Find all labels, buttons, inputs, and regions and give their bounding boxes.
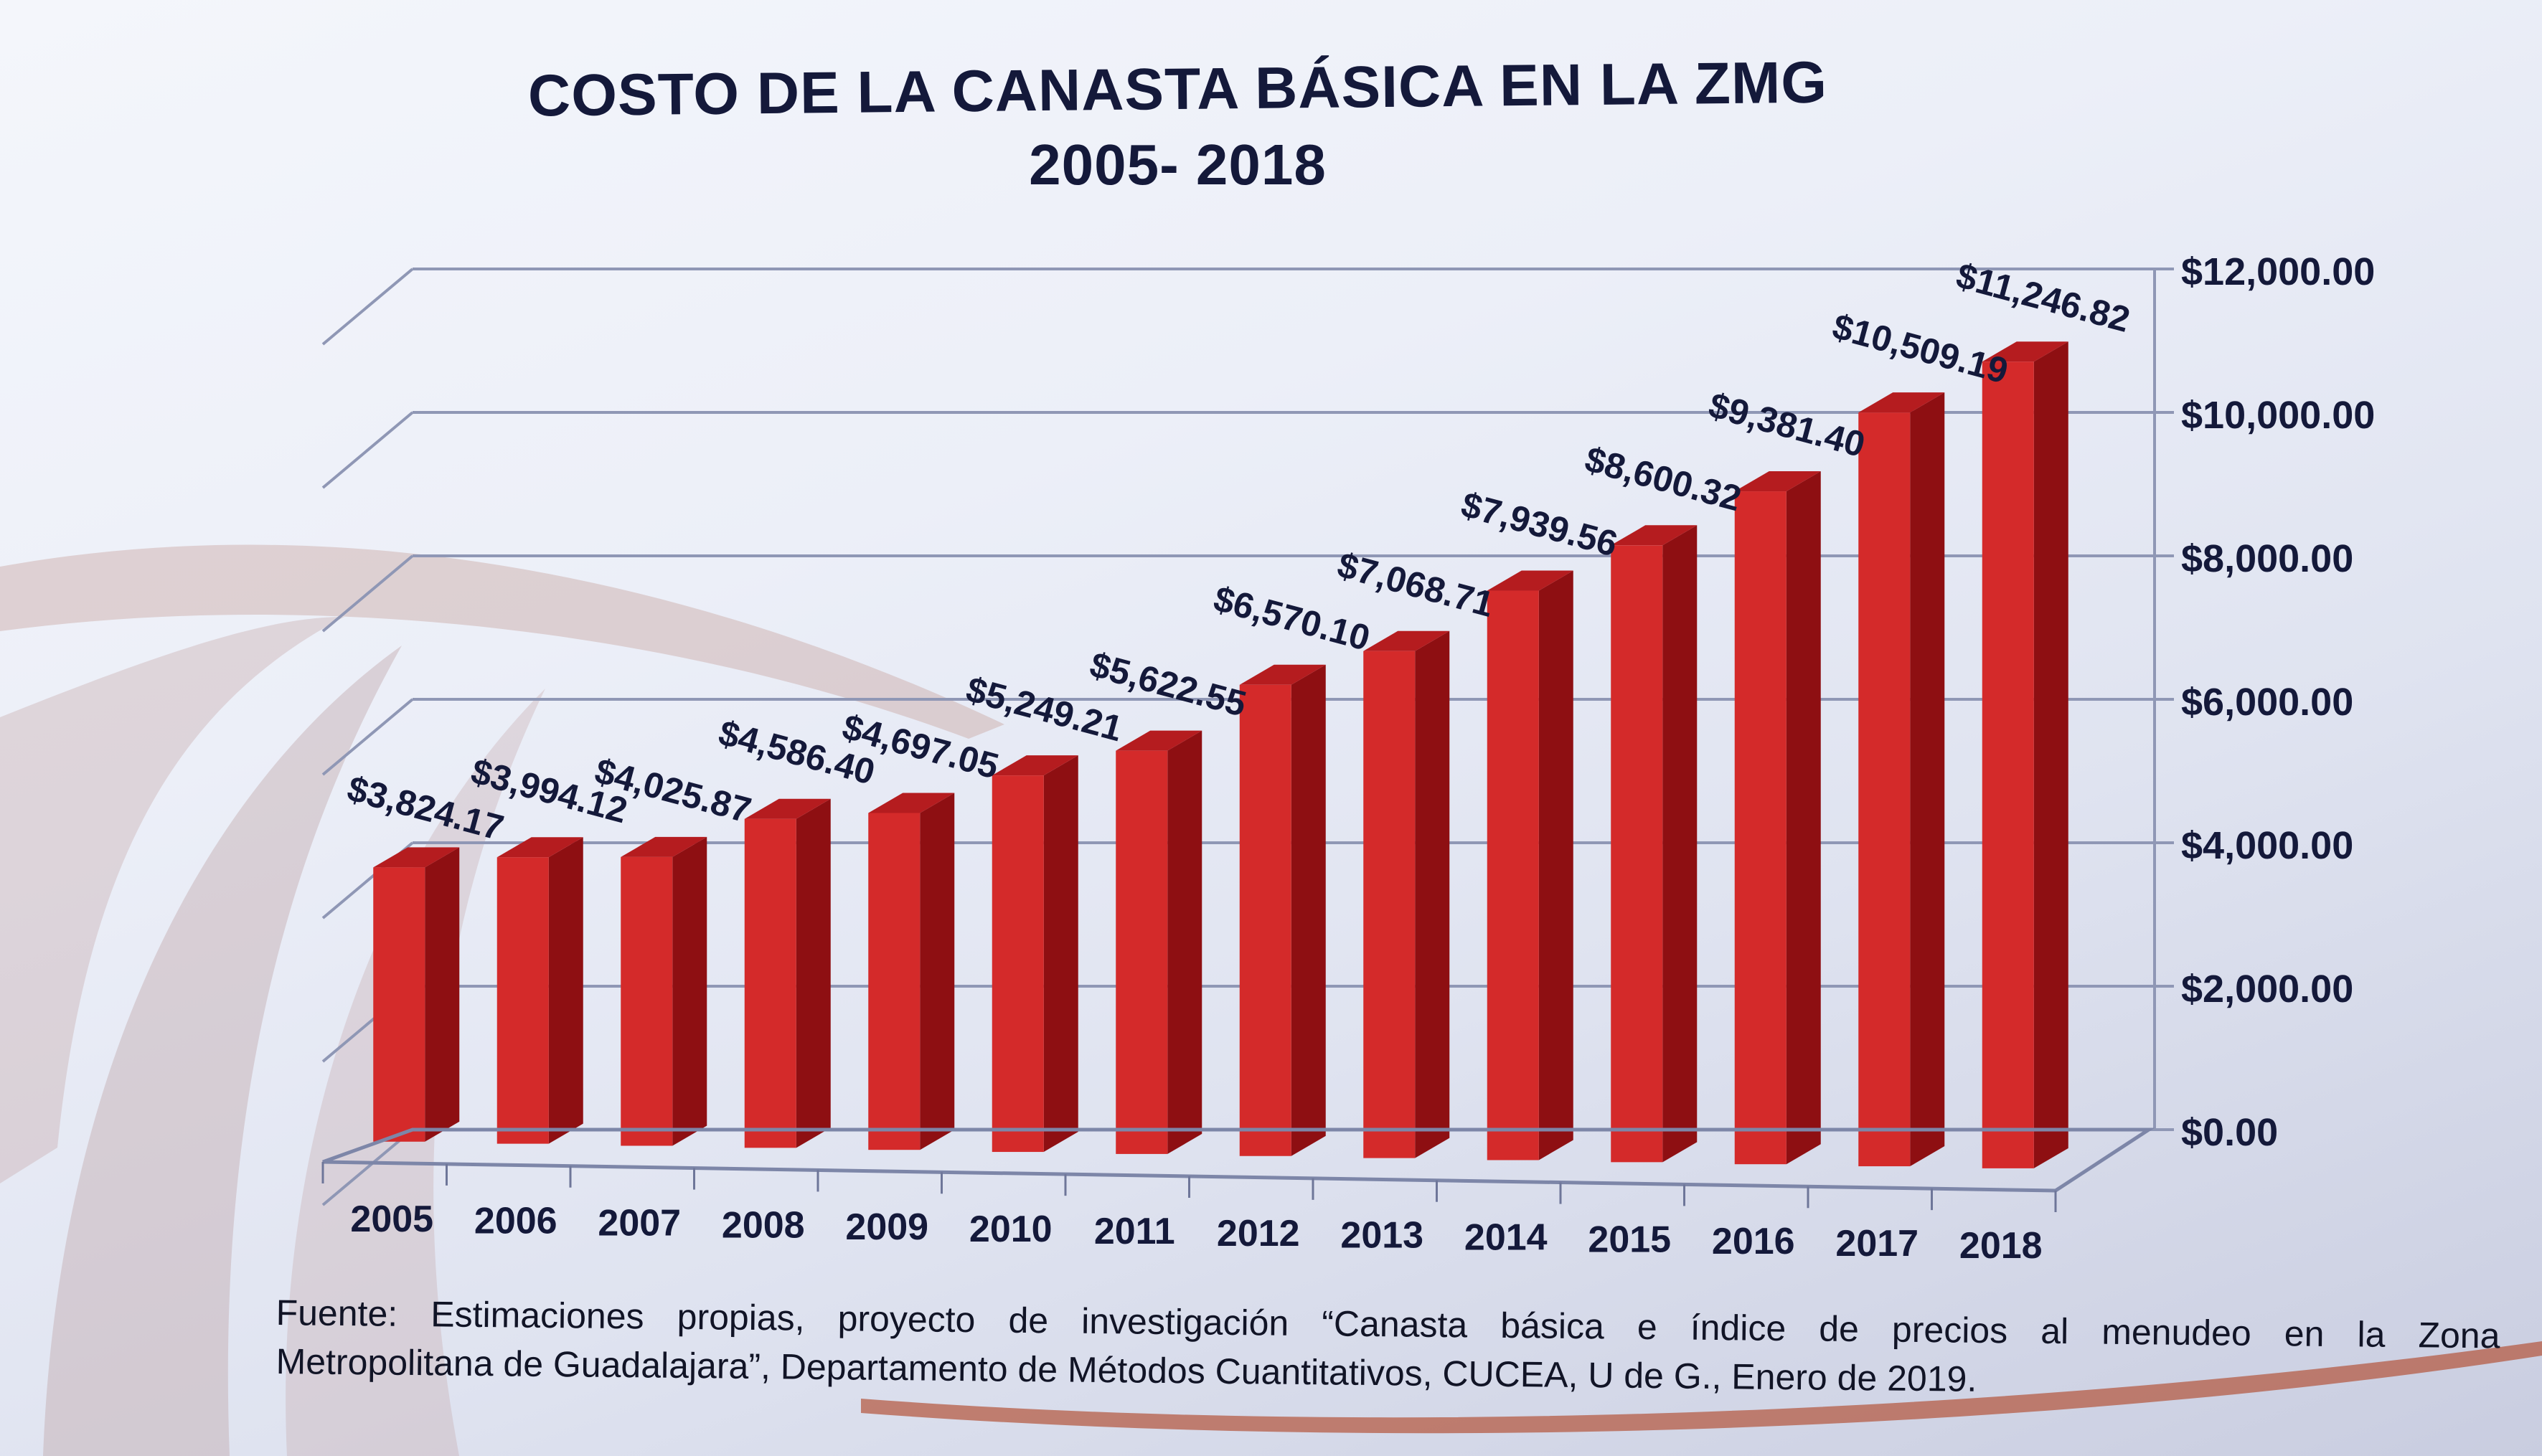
bar-front xyxy=(868,813,921,1150)
x-tick-label: 2008 xyxy=(722,1204,805,1246)
x-tick-label: 2011 xyxy=(1094,1211,1175,1252)
decorative-swoosh xyxy=(0,617,344,1183)
gridline-side xyxy=(321,1128,414,1206)
bar-2009 xyxy=(868,793,955,1150)
bar-2010 xyxy=(992,755,1078,1153)
bar-front xyxy=(1116,750,1168,1154)
bar-2012 xyxy=(1239,664,1326,1156)
bar-front xyxy=(1487,590,1539,1160)
y-tick-label: $2,000.00 xyxy=(2181,968,2353,1011)
bar-side xyxy=(1291,664,1326,1156)
bar-front xyxy=(1858,412,1911,1167)
x-tick-label: 2018 xyxy=(1959,1225,2043,1267)
bar-side xyxy=(548,837,583,1144)
data-label: $9,381.40 xyxy=(1705,385,1869,465)
bar-front xyxy=(992,775,1044,1153)
bar-2008 xyxy=(744,798,831,1148)
bar-front xyxy=(1611,545,1663,1163)
x-tick-label: 2005 xyxy=(350,1199,433,1240)
y-tick-label: $0.00 xyxy=(2181,1111,2278,1154)
bar-top xyxy=(1239,664,1326,685)
bar-side xyxy=(1538,570,1573,1160)
x-tick-label: 2016 xyxy=(1712,1221,1795,1262)
bar-side xyxy=(425,847,460,1142)
bar-front xyxy=(744,818,796,1148)
x-tick-label: 2010 xyxy=(969,1209,1053,1250)
bar-top xyxy=(373,847,460,868)
bar-front xyxy=(621,856,673,1146)
data-label: $7,939.56 xyxy=(1457,484,1621,564)
bar-top xyxy=(1982,341,2068,362)
x-tick-label: 2012 xyxy=(1217,1213,1300,1254)
bar-side xyxy=(1662,525,1698,1163)
chart-subtitle: 2005- 2018 xyxy=(1029,133,1327,197)
bar-front xyxy=(1363,651,1416,1158)
bar-top xyxy=(1116,730,1202,751)
y-tick-label: $6,000.00 xyxy=(2181,681,2353,724)
bar-2013 xyxy=(1363,630,1450,1158)
bar-2005 xyxy=(373,847,460,1142)
bar-side xyxy=(920,793,955,1150)
x-tick-label: 2017 xyxy=(1835,1223,1919,1264)
bar-front xyxy=(1982,361,2034,1168)
decorative-swoosh xyxy=(0,544,1004,739)
data-label: $8,600.32 xyxy=(1581,439,1745,519)
bar-top xyxy=(1611,525,1698,546)
gridline-side xyxy=(321,411,414,489)
bar-top xyxy=(1734,471,1821,492)
x-tick-label: 2007 xyxy=(598,1202,681,1244)
bar-front xyxy=(1239,684,1291,1156)
bars xyxy=(373,341,2068,1168)
bar-2006 xyxy=(496,837,583,1144)
bar-top xyxy=(868,793,955,813)
bar-side xyxy=(2033,341,2068,1168)
gridline-side xyxy=(321,698,414,776)
y-tick-label: $4,000.00 xyxy=(2181,824,2353,867)
bar-side xyxy=(1043,755,1078,1153)
decorative-swoosh xyxy=(861,1341,2542,1434)
decorative-swoosh xyxy=(43,646,402,1456)
x-tick-label: 2015 xyxy=(1588,1219,1671,1260)
bar-side xyxy=(1786,471,1821,1165)
bar-top xyxy=(992,755,1078,776)
bar-side xyxy=(1415,630,1450,1158)
x-tick-label: 2009 xyxy=(845,1206,928,1248)
gridline-side xyxy=(321,554,414,633)
axes: $0.00 $2,000.00 $4,000.00 $6,000.00 $8,000.0… xyxy=(321,250,2375,1267)
bar-2017 xyxy=(1858,392,1945,1167)
bar-top xyxy=(1487,570,1573,591)
bar-side xyxy=(1167,730,1202,1154)
bar-side xyxy=(796,798,831,1148)
bar-side xyxy=(672,836,707,1146)
bar-top xyxy=(1858,392,1945,413)
y-tick-label: $12,000.00 xyxy=(2181,250,2375,293)
bar-top xyxy=(1363,630,1450,651)
bar-2011 xyxy=(1116,730,1202,1154)
bar-2007 xyxy=(621,836,707,1146)
bar-top xyxy=(496,837,583,858)
gridline-side xyxy=(321,268,414,346)
bar-2018 xyxy=(1982,341,2068,1168)
y-tick-label: $8,000.00 xyxy=(2181,537,2353,580)
bar-front xyxy=(1734,491,1787,1165)
x-tick-label: 2014 xyxy=(1464,1216,1548,1258)
data-label: $6,570.10 xyxy=(1210,578,1374,658)
x-tick-label: 2013 xyxy=(1340,1215,1423,1257)
bar-2015 xyxy=(1611,525,1698,1163)
bar-side xyxy=(1910,392,1945,1167)
data-label: $10,509.19 xyxy=(1828,306,2012,392)
y-tick-label: $10,000.00 xyxy=(2181,394,2375,437)
x-tick-label: 2006 xyxy=(474,1201,557,1242)
bar-top xyxy=(744,798,831,819)
bar-front xyxy=(373,867,425,1142)
bar-2016 xyxy=(1734,471,1821,1165)
bar-2014 xyxy=(1487,570,1573,1160)
bar-top xyxy=(621,836,707,857)
bar-front xyxy=(496,857,549,1144)
